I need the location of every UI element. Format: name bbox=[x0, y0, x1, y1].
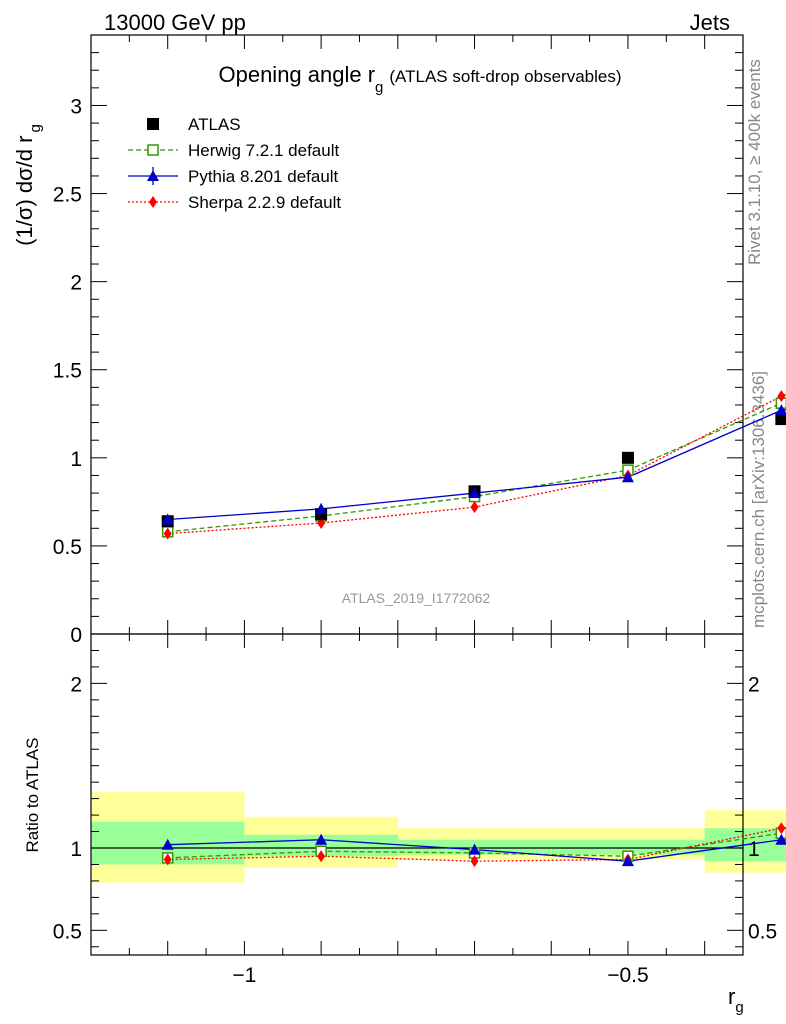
series-point bbox=[777, 390, 786, 403]
series-point bbox=[317, 850, 326, 863]
header-right: Jets bbox=[690, 10, 730, 35]
ratio-y-tick-label: 1 bbox=[70, 838, 82, 861]
legend-entry: ATLAS bbox=[188, 115, 241, 134]
series-point bbox=[315, 833, 328, 845]
series-line bbox=[167, 839, 786, 862]
series-line bbox=[167, 393, 786, 535]
series-point bbox=[470, 501, 479, 514]
main-y-tick-label: 1 bbox=[70, 448, 82, 471]
series-point bbox=[163, 853, 172, 866]
x-tick-label: −0.5 bbox=[607, 964, 648, 987]
legend-entry: Sherpa 2.2.9 default bbox=[188, 193, 341, 212]
series-point bbox=[468, 843, 481, 855]
ratio-frame bbox=[90, 633, 744, 956]
series-point bbox=[621, 451, 634, 464]
green-band-1 bbox=[244, 834, 398, 857]
series-point bbox=[315, 502, 328, 514]
main-y-tick-label: 2 bbox=[70, 272, 82, 295]
ratio-y-tick-label: 2 bbox=[70, 673, 82, 696]
axes: −1 −0.5 0 0.5 1 1.5 2 2.5 3 0.5 0.5 1 1 2 2 bbox=[53, 34, 777, 987]
series-point bbox=[775, 833, 786, 845]
x-tick-label: −1 bbox=[232, 964, 256, 987]
legend-marker bbox=[147, 118, 159, 130]
analysis-watermark: ATLAS_2019_I1772062 bbox=[342, 590, 491, 606]
series-point bbox=[777, 822, 786, 835]
legend: ATLAS Herwig 7.2.1 default Pythia 8.201 de… bbox=[128, 115, 341, 212]
series-point bbox=[775, 404, 786, 416]
chart-title: Opening angle rg(ATLAS soft-drop observa… bbox=[218, 62, 621, 96]
series-point bbox=[621, 471, 634, 483]
main-y-tick-label: 0 bbox=[70, 624, 82, 647]
series-point bbox=[161, 513, 174, 525]
ratio-y-tick-label-right: 2 bbox=[748, 673, 760, 696]
main-y-axis-label: (1/σ) dσ/d rg bbox=[12, 124, 44, 246]
ratio-y-tick-label-right: 1 bbox=[748, 838, 760, 861]
legend-marker bbox=[147, 170, 159, 181]
ratio-y-tick-label: 0.5 bbox=[53, 920, 82, 943]
series-point bbox=[775, 413, 786, 426]
main-y-tick-label: 1.5 bbox=[53, 360, 82, 383]
ratio-y-axis-label: Ratio to ATLAS bbox=[23, 738, 42, 853]
ratio-bands bbox=[91, 792, 786, 883]
legend-marker bbox=[147, 144, 159, 156]
main-y-tick-label: 3 bbox=[70, 95, 82, 118]
legend-marker bbox=[149, 196, 157, 208]
x-axis-label: rg bbox=[728, 984, 744, 1016]
series-point bbox=[161, 838, 174, 850]
legend-entry: Pythia 8.201 default bbox=[188, 167, 339, 186]
series-line bbox=[167, 401, 786, 533]
series-line bbox=[167, 409, 786, 521]
mcplots-label: mcplots.cern.ch [arXiv:1306.3436] bbox=[749, 371, 768, 628]
header-left: 13000 GeV pp bbox=[104, 10, 246, 35]
series-point bbox=[621, 855, 634, 867]
ratio-y-tick-label-right: 0.5 bbox=[748, 920, 777, 943]
legend-entry: Herwig 7.2.1 default bbox=[188, 141, 339, 160]
data-series bbox=[161, 390, 786, 868]
main-y-tick-label: 0.5 bbox=[53, 536, 82, 559]
main-y-tick-label: 2.5 bbox=[53, 184, 82, 207]
series-point bbox=[470, 855, 479, 868]
series-point bbox=[468, 487, 481, 499]
series-point bbox=[163, 527, 172, 540]
rivet-label: Rivet 3.1.10, ≥ 400k events bbox=[745, 59, 764, 265]
